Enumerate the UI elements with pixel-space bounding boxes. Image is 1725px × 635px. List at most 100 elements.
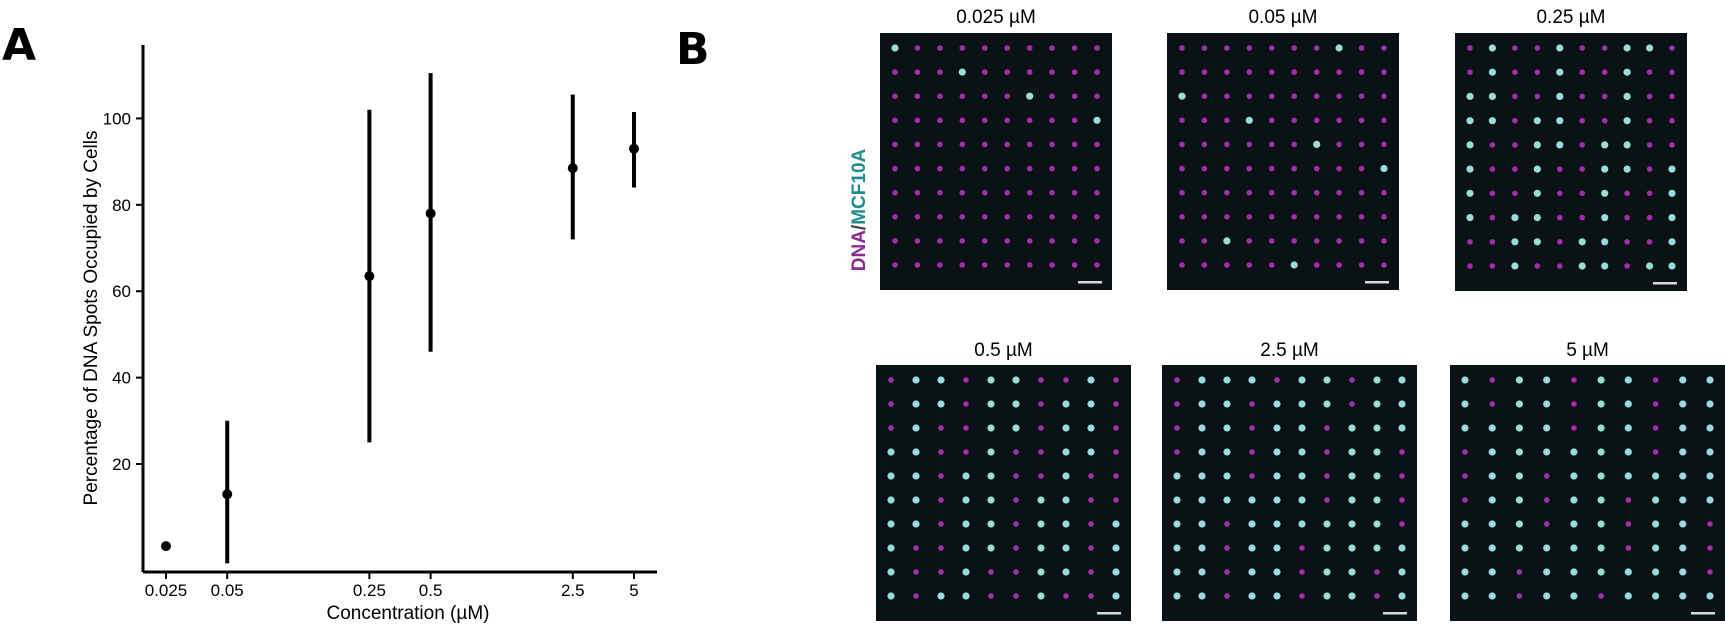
occupied-spot <box>1466 189 1474 197</box>
micrograph-2 <box>1167 33 1399 290</box>
dna-spot <box>1707 569 1713 575</box>
dna-spot <box>1179 262 1185 268</box>
occupied-spot <box>912 448 920 456</box>
y-tick-label: 40 <box>112 369 131 388</box>
occupied-spot <box>1556 44 1564 52</box>
dna-spot <box>1652 377 1659 383</box>
dna-spot <box>1174 449 1180 455</box>
occupied-spot <box>1624 376 1632 384</box>
dna-spot <box>1299 593 1305 599</box>
dna-spot <box>963 449 969 455</box>
occupied-spot <box>1706 424 1714 432</box>
dna-spot <box>1646 117 1653 124</box>
occupied-spot <box>1012 424 1020 432</box>
occupied-spot <box>1298 496 1306 504</box>
dna-spot <box>1324 425 1330 431</box>
dna-spot <box>1516 593 1523 599</box>
occupied-spot <box>1597 568 1605 576</box>
channel-label-cells: MCF10A <box>849 148 870 225</box>
dna-spot <box>1088 593 1094 599</box>
dna-spot <box>1462 449 1468 455</box>
dna-spot <box>959 262 966 268</box>
dna-spot <box>1291 141 1297 148</box>
dna-spot <box>914 238 921 244</box>
micrograph-spot-grid <box>1167 33 1399 290</box>
occupied-spot <box>912 424 920 432</box>
micrograph-background <box>1450 365 1725 621</box>
dna-spot <box>1174 425 1180 431</box>
scale-bar <box>1365 281 1389 284</box>
scale-bar <box>1097 612 1121 615</box>
dna-spot <box>1246 165 1253 172</box>
dna-spot <box>1013 449 1019 455</box>
dna-spot <box>1004 117 1010 124</box>
occupied-spot <box>887 496 895 504</box>
occupied-spot <box>1323 544 1331 552</box>
occupied-spot <box>962 472 970 480</box>
occupied-spot <box>1248 496 1256 504</box>
occupied-spot <box>1556 92 1564 100</box>
scale-bar <box>1383 612 1407 615</box>
dna-spot <box>892 117 898 124</box>
occupied-spot <box>1461 520 1469 528</box>
occupied-spot <box>1488 117 1496 125</box>
dna-spot <box>959 238 966 244</box>
occupied-spot <box>1578 262 1586 270</box>
occupied-spot <box>1223 376 1231 384</box>
occupied-spot <box>1668 165 1676 173</box>
occupied-spot <box>1198 496 1206 504</box>
dna-spot <box>888 425 894 431</box>
occupied-spot <box>1348 520 1356 528</box>
occupied-spot <box>1515 424 1523 432</box>
occupied-spot <box>1398 400 1406 408</box>
dna-spot <box>1071 45 1078 51</box>
dna-spot <box>988 593 994 599</box>
occupied-spot <box>1624 400 1632 408</box>
dna-spot <box>982 189 988 196</box>
panel-label-a: A <box>2 20 37 71</box>
occupied-spot <box>1198 424 1206 432</box>
occupied-spot <box>1062 424 1070 432</box>
dna-spot <box>913 545 919 551</box>
micrograph-background <box>880 33 1112 290</box>
dna-spot <box>1179 189 1185 196</box>
dna-spot <box>1489 166 1496 172</box>
occupied-spot <box>1597 544 1605 552</box>
occupied-spot <box>1679 520 1687 528</box>
dna-spot <box>1049 165 1055 172</box>
occupied-spot <box>1273 568 1281 576</box>
dna-spot <box>1269 165 1275 172</box>
dna-spot <box>937 214 943 220</box>
occupied-spot <box>1348 496 1356 504</box>
dna-spot <box>1646 190 1653 197</box>
occupied-spot <box>1679 568 1687 576</box>
x-tick-label: 0.05 <box>211 581 244 600</box>
dna-spot <box>1071 238 1078 244</box>
dna-spot <box>1049 141 1055 148</box>
occupied-spot <box>1488 544 1496 552</box>
occupied-spot <box>1679 592 1687 600</box>
occupied-spot <box>962 544 970 552</box>
dna-spot <box>1467 239 1473 245</box>
occupied-spot <box>987 424 995 432</box>
occupied-spot <box>1706 472 1714 480</box>
occupied-spot <box>887 520 895 528</box>
channel-label: DNA/MCF10A <box>849 149 871 271</box>
dna-spot <box>1174 401 1180 407</box>
dna-spot <box>888 401 894 407</box>
occupied-spot <box>1298 376 1306 384</box>
occupied-spot <box>1012 400 1020 408</box>
dna-spot <box>1004 141 1010 148</box>
occupied-spot <box>1511 214 1519 222</box>
occupied-spot <box>1511 238 1519 246</box>
occupied-spot <box>987 400 995 408</box>
dna-spot <box>1269 69 1275 75</box>
dna-spot <box>937 141 943 148</box>
dna-spot <box>1516 569 1523 575</box>
occupied-spot <box>1348 424 1356 432</box>
dna-spot <box>1625 497 1632 503</box>
dna-spot <box>1646 166 1653 172</box>
dna-spot <box>1462 497 1468 503</box>
dna-spot <box>1624 239 1630 245</box>
dna-spot <box>937 69 943 75</box>
